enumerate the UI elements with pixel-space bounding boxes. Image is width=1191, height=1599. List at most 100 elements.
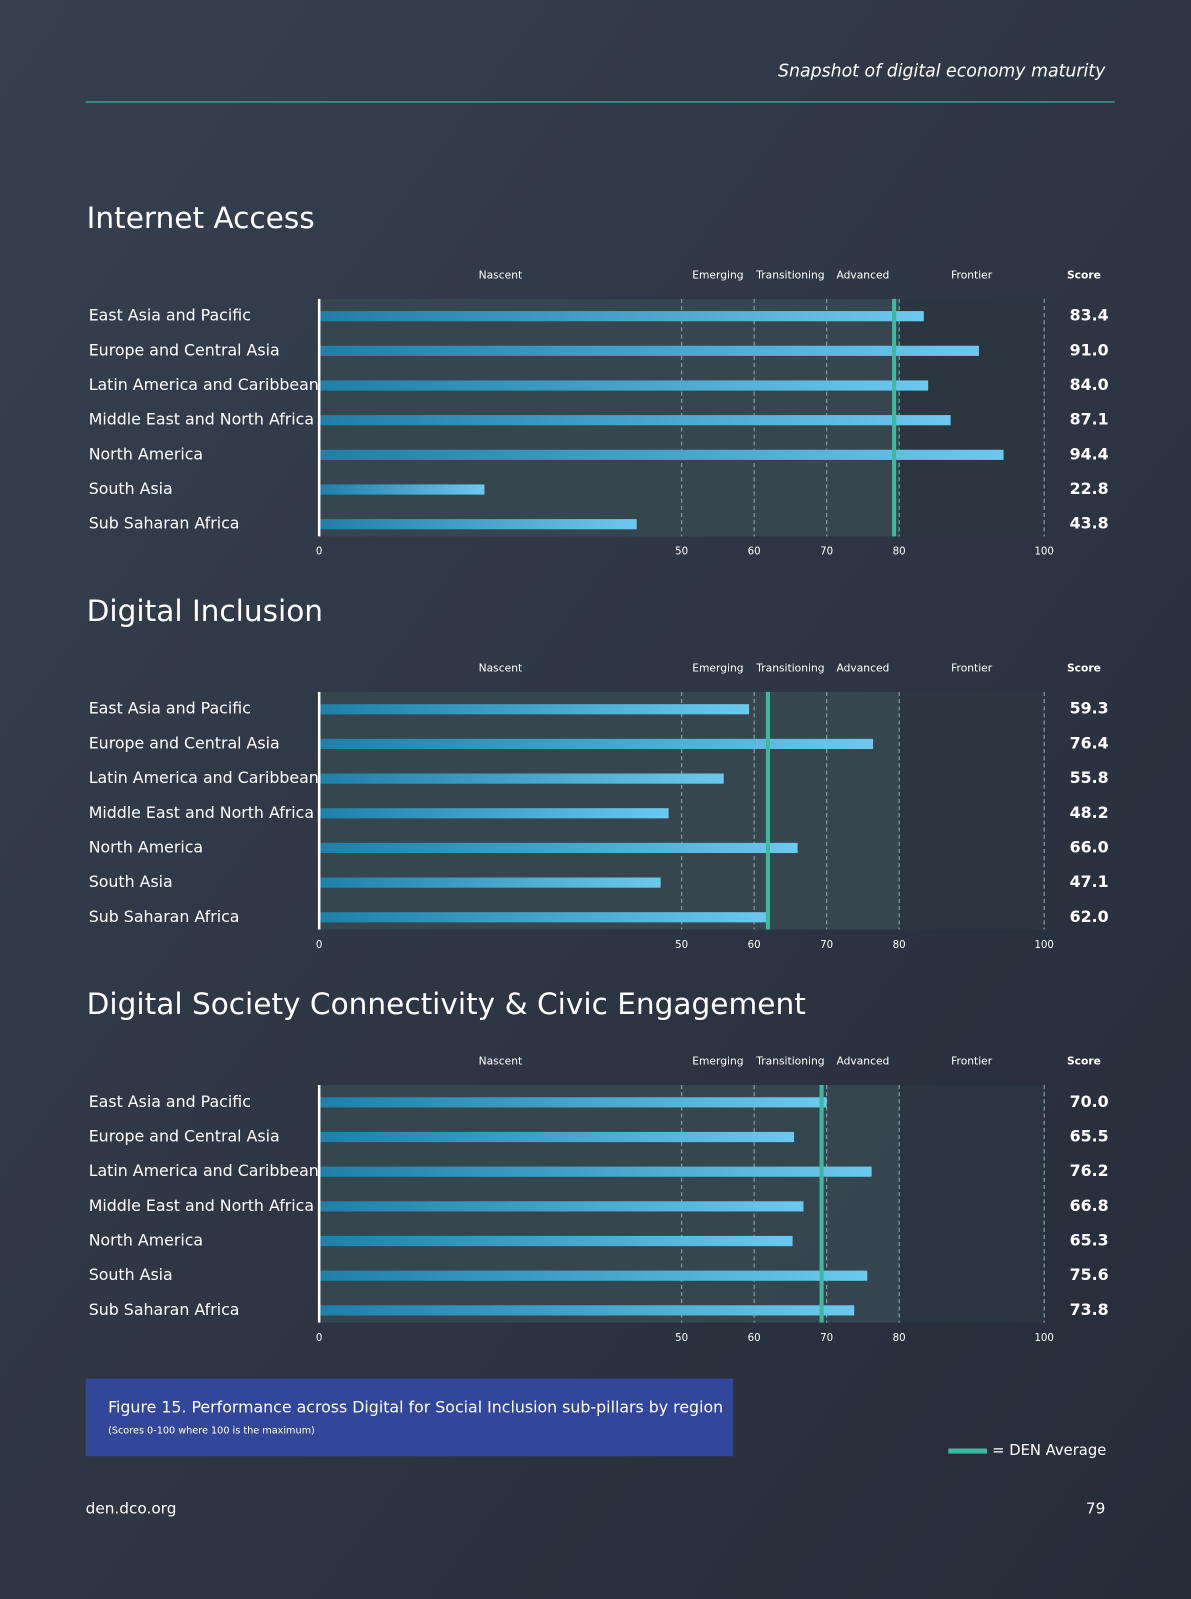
band-label: Frontier [951,1055,993,1068]
score-value: 22.8 [1070,479,1109,498]
category-label: Latin America and Caribbean [89,375,319,394]
x-tick-label: 70 [820,1333,833,1344]
band-label: Transitioning [755,661,824,674]
score-value: 65.5 [1070,1127,1109,1146]
score-value: 76.4 [1070,733,1109,752]
category-label: East Asia and Pacific [89,306,251,325]
caption-title: Figure 15. Performance across Digital fo… [108,1398,723,1417]
score-value: 62.0 [1070,907,1109,926]
bar [319,1305,855,1316]
score-value: 87.1 [1070,410,1109,429]
band-label: Frontier [951,661,993,674]
bar [319,1201,804,1212]
score-header: Score [1067,268,1101,281]
score-value: 43.8 [1070,514,1109,533]
footer-site: den.dco.org [86,1500,177,1518]
x-tick-label: 0 [316,940,322,951]
legend-label: = DEN Average [992,1442,1106,1459]
score-header: Score [1067,661,1101,674]
category-label: North America [89,444,203,463]
bar [319,704,750,715]
bar [319,449,1004,460]
bar [319,484,485,495]
bar [319,415,951,426]
score-value: 91.0 [1070,340,1109,359]
band-label: Advanced [837,661,890,674]
score-value: 70.0 [1070,1092,1109,1111]
page-number: 79 [1086,1500,1105,1518]
x-tick-label: 70 [820,940,833,951]
x-tick-label: 100 [1034,547,1053,558]
category-label: East Asia and Pacific [89,699,251,718]
category-label: Sub Saharan Africa [89,907,240,926]
bar [319,345,979,356]
x-tick-label: 80 [893,547,906,558]
bar [319,1097,827,1108]
score-value: 83.4 [1070,306,1109,325]
bar [319,842,798,854]
band-label: Nascent [479,1055,523,1068]
x-tick-label: 0 [316,547,322,558]
band-label: Emerging [692,661,743,674]
x-tick-label: 80 [893,940,906,951]
caption-note: (Scores 0-100 where 100 is the maximum) [108,1426,315,1437]
band-label: Nascent [479,268,523,281]
bar [319,912,769,923]
category-label: Europe and Central Asia [89,733,280,752]
category-label: South Asia [89,1265,173,1284]
score-header: Score [1067,1055,1101,1068]
header-title: Snapshot of digital economy maturity [778,61,1106,81]
bar [319,738,874,750]
score-value: 76.2 [1070,1161,1109,1180]
bar [319,877,661,888]
category-label: North America [89,837,203,856]
score-value: 84.0 [1070,375,1109,394]
category-label: East Asia and Pacific [89,1092,251,1111]
x-tick-label: 60 [748,547,761,558]
score-value: 48.2 [1070,803,1109,822]
x-tick-label: 50 [675,547,688,558]
bar [319,311,924,322]
x-tick-label: 60 [748,940,761,951]
category-label: Latin America and Caribbean [89,768,319,787]
category-label: Europe and Central Asia [89,1127,280,1146]
bar [319,1270,868,1281]
x-tick-label: 50 [675,1333,688,1344]
score-value: 65.3 [1070,1231,1109,1250]
band-label: Nascent [479,661,523,674]
score-value: 75.6 [1070,1265,1109,1284]
x-tick-label: 0 [316,1333,322,1344]
chart-title: Digital Society Connectivity & Civic Eng… [87,987,806,1021]
x-tick-label: 50 [675,940,688,951]
band-label: Advanced [837,1055,890,1068]
bar [319,773,724,784]
chart-title: Internet Access [87,201,315,235]
category-label: Sub Saharan Africa [89,514,240,533]
band-label: Transitioning [755,1055,824,1068]
category-label: Middle East and North Africa [89,1196,314,1215]
band-label: Frontier [951,268,993,281]
x-tick-label: 100 [1034,1333,1053,1344]
bar [319,1166,872,1177]
x-tick-label: 100 [1034,940,1053,951]
category-label: Sub Saharan Africa [89,1300,240,1319]
score-value: 66.0 [1070,837,1109,856]
band-label: Advanced [837,268,890,281]
score-value: 94.4 [1070,444,1109,463]
category-label: Middle East and North Africa [89,410,314,429]
bar [319,1235,793,1247]
x-tick-label: 80 [893,1333,906,1344]
bar [319,1131,795,1143]
x-tick-label: 70 [820,547,833,558]
category-label: Middle East and North Africa [89,803,314,822]
category-label: North America [89,1231,203,1250]
caption-box [85,1378,734,1457]
category-label: South Asia [89,872,173,891]
chart-title: Digital Inclusion [87,594,323,628]
bar [319,519,637,530]
category-label: Europe and Central Asia [89,340,280,359]
band-label: Emerging [692,1055,743,1068]
score-value: 59.3 [1070,699,1109,718]
